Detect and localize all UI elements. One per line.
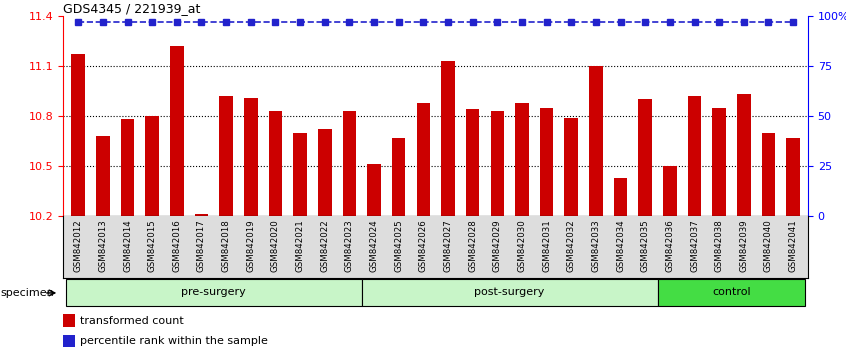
Text: GSM842029: GSM842029 — [493, 219, 502, 272]
Text: GSM842038: GSM842038 — [715, 219, 723, 272]
Text: GSM842024: GSM842024 — [370, 219, 378, 272]
Text: GSM842016: GSM842016 — [173, 219, 181, 272]
Text: GSM842027: GSM842027 — [443, 219, 453, 272]
Text: GSM842036: GSM842036 — [666, 219, 674, 272]
Text: GSM842022: GSM842022 — [321, 219, 329, 272]
Bar — [219, 96, 233, 216]
Bar — [491, 111, 504, 216]
Bar — [269, 111, 283, 216]
Text: GSM842013: GSM842013 — [98, 219, 107, 272]
Bar — [71, 54, 85, 216]
Text: GSM842014: GSM842014 — [123, 219, 132, 272]
Text: GSM842030: GSM842030 — [518, 219, 526, 272]
Bar — [515, 103, 529, 216]
Text: GSM842040: GSM842040 — [764, 219, 773, 272]
Text: pre-surgery: pre-surgery — [181, 287, 246, 297]
Bar — [121, 119, 135, 216]
Bar — [442, 61, 455, 216]
Text: transformed count: transformed count — [80, 316, 184, 326]
Bar — [343, 111, 356, 216]
FancyBboxPatch shape — [66, 279, 362, 307]
Bar — [195, 214, 208, 216]
Text: control: control — [712, 287, 750, 297]
Text: GSM842021: GSM842021 — [295, 219, 305, 272]
Text: GSM842012: GSM842012 — [74, 219, 83, 272]
Text: GSM842028: GSM842028 — [468, 219, 477, 272]
Text: GSM842041: GSM842041 — [788, 219, 798, 272]
Text: specimen: specimen — [1, 288, 55, 298]
Bar — [737, 94, 750, 216]
Text: GSM842025: GSM842025 — [394, 219, 404, 272]
Text: GSM842035: GSM842035 — [640, 219, 650, 272]
Text: GSM842019: GSM842019 — [246, 219, 255, 272]
Bar — [589, 66, 602, 216]
Bar — [614, 178, 628, 216]
Text: GSM842020: GSM842020 — [271, 219, 280, 272]
Bar — [318, 129, 332, 216]
Text: GSM842034: GSM842034 — [616, 219, 625, 272]
Bar — [96, 136, 110, 216]
Bar — [663, 166, 677, 216]
Text: GSM842017: GSM842017 — [197, 219, 206, 272]
FancyBboxPatch shape — [657, 279, 805, 307]
Bar — [540, 108, 553, 216]
Text: GSM842015: GSM842015 — [148, 219, 157, 272]
Bar — [170, 46, 184, 216]
Bar — [244, 98, 257, 216]
Text: GSM842032: GSM842032 — [567, 219, 576, 272]
Text: GDS4345 / 221939_at: GDS4345 / 221939_at — [63, 2, 201, 15]
FancyBboxPatch shape — [362, 279, 657, 307]
Bar — [639, 99, 652, 216]
Bar — [63, 314, 74, 327]
Bar — [367, 164, 381, 216]
Bar — [63, 335, 74, 347]
Text: GSM842033: GSM842033 — [591, 219, 601, 272]
Bar — [564, 118, 578, 216]
Text: GSM842026: GSM842026 — [419, 219, 428, 272]
Bar — [146, 116, 159, 216]
Text: GSM842031: GSM842031 — [542, 219, 551, 272]
Text: percentile rank within the sample: percentile rank within the sample — [80, 336, 267, 346]
Bar — [294, 133, 307, 216]
Bar — [688, 96, 701, 216]
Bar — [416, 103, 430, 216]
Text: GSM842023: GSM842023 — [345, 219, 354, 272]
Bar — [466, 109, 480, 216]
Bar — [712, 108, 726, 216]
Bar — [761, 133, 775, 216]
Bar — [392, 138, 405, 216]
Text: GSM842018: GSM842018 — [222, 219, 231, 272]
Bar — [787, 138, 800, 216]
Text: post-surgery: post-surgery — [475, 287, 545, 297]
Text: GSM842037: GSM842037 — [690, 219, 699, 272]
Text: GSM842039: GSM842039 — [739, 219, 749, 272]
